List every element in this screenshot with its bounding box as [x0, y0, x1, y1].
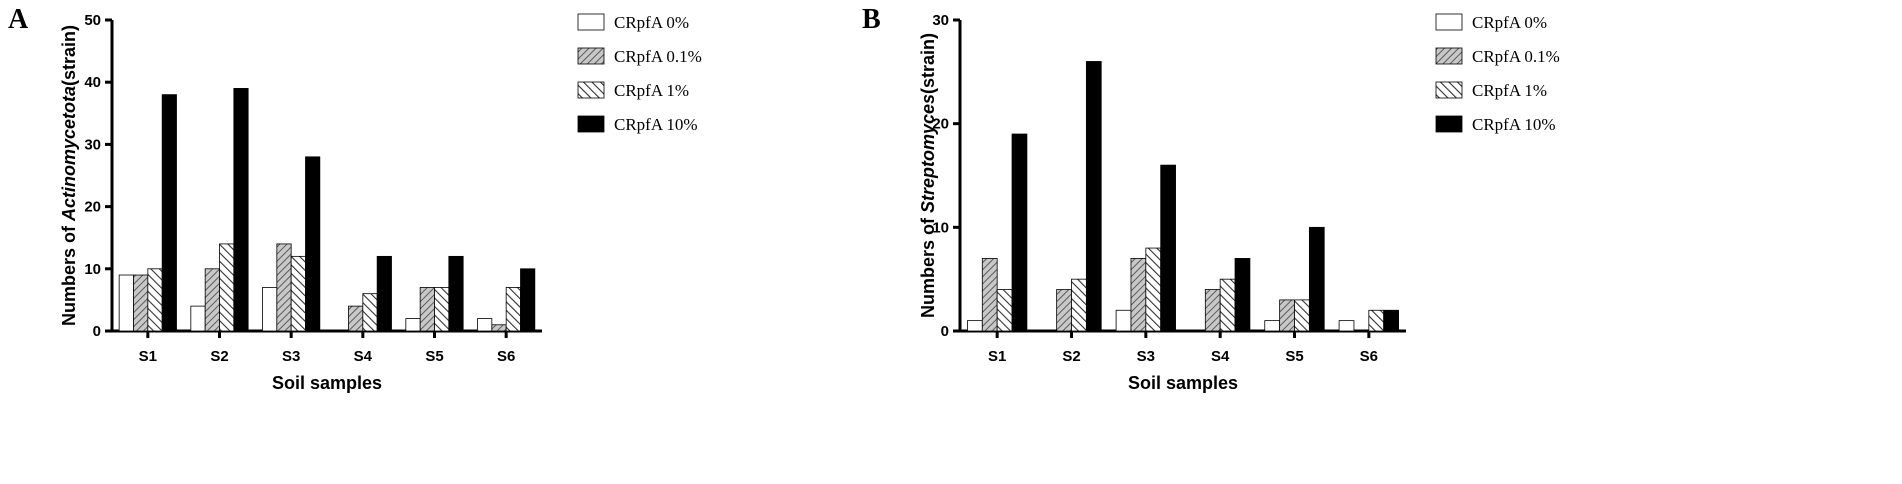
bar-s4-series-3 [1219, 278, 1236, 332]
x-tick-label: S6 [497, 348, 515, 365]
y-tick-label: 0 [941, 323, 949, 340]
y-axis-label-part: Numbers of [59, 221, 79, 326]
x-tick-label: S2 [210, 348, 228, 365]
bar-s3-series-2 [1130, 258, 1147, 332]
bar-s3-series-4 [305, 156, 321, 332]
y-tick-label: 40 [84, 74, 101, 91]
y-axis-label-part: (strain) [918, 33, 938, 94]
bar-s3-series-4 [1160, 164, 1176, 332]
bar-s3-series-1 [1115, 309, 1132, 332]
bar-s4-series-3 [362, 293, 378, 332]
x-tick-label: S6 [1360, 348, 1378, 365]
legend-label-2: CRpfA 0.1% [1472, 47, 1560, 66]
bar-s3-series-3 [1145, 247, 1162, 332]
x-axis-label: Soil samples [1128, 373, 1238, 393]
y-axis-label-part: Actinomycetota [59, 86, 79, 222]
legend-swatch-3 [577, 81, 605, 99]
bar-s2-series-3 [219, 243, 235, 332]
bar-s6-series-4 [1383, 309, 1399, 332]
bar-s4-series-4 [376, 255, 392, 332]
y-axis-label-part: Streptomyces [918, 94, 938, 213]
bar-s5-series-1 [1264, 320, 1281, 332]
bar-s1-series-2 [981, 258, 998, 332]
legend-label-3: CRpfA 1% [614, 81, 689, 100]
y-tick-label: 10 [84, 261, 101, 278]
bar-s1-series-1 [118, 274, 134, 332]
bar-s4-series-4 [1234, 258, 1251, 332]
y-tick-label: 20 [932, 116, 949, 133]
x-tick-label: S2 [1062, 348, 1080, 365]
panel-label: B [862, 4, 881, 35]
bar-s3-series-3 [290, 255, 306, 332]
legend-swatch-3 [1435, 81, 1463, 99]
x-tick-label: S1 [988, 348, 1006, 365]
bar-s5-series-1 [405, 318, 421, 332]
chart-panel-a: A 0 10 20 30 40 50 S1 S2 S3 S4 S5 S6 Soil samples Numb… [8, 4, 702, 393]
bar-s5-series-4 [1308, 226, 1325, 332]
bar-s2-series-3 [1071, 278, 1087, 332]
bar-s1-series-2 [133, 274, 149, 332]
bar-s1-series-3 [996, 289, 1013, 332]
y-axis-label-part: (strain) [59, 25, 79, 86]
y-tick-label: 0 [93, 323, 101, 340]
legend-label-2: CRpfA 0.1% [614, 47, 702, 66]
x-tick-label: S1 [139, 348, 157, 365]
x-tick-label: S5 [425, 348, 443, 365]
x-tick-label: S5 [1285, 348, 1303, 365]
legend-label-1: CRpfA 0% [1472, 13, 1547, 32]
legend-label-3: CRpfA 1% [1472, 81, 1547, 100]
legend-label-1: CRpfA 0% [614, 13, 689, 32]
bar-s6-series-1 [477, 318, 493, 332]
legend-swatch-2 [1435, 47, 1463, 65]
bar-s6-series-1 [1338, 320, 1355, 332]
legend-swatch-1 [1435, 13, 1463, 31]
legend-swatch-1 [577, 13, 605, 31]
bar-s2-series-1 [190, 305, 206, 332]
bar-s2-series-4 [233, 88, 249, 332]
bar-s6-series-2 [491, 324, 507, 332]
bar-s1-series-4 [161, 94, 177, 332]
bar-s3-series-1 [262, 287, 278, 332]
x-axis-label: Soil samples [272, 373, 382, 393]
legend-label-4: CRpfA 10% [1472, 115, 1556, 134]
bar-s1-series-3 [147, 268, 163, 332]
x-tick-label: S3 [1137, 348, 1155, 365]
y-tick-label: 10 [932, 219, 949, 236]
bar-s3-series-2 [276, 243, 292, 332]
bar-s2-series-2 [204, 268, 220, 332]
y-axis-label: Numbers of Streptomyces(strain) [918, 33, 938, 318]
y-tick-label: 20 [84, 199, 101, 216]
legend-label-4: CRpfA 10% [614, 115, 698, 134]
bar-s1-series-1 [967, 320, 983, 332]
y-axis-label: Numbers of Actinomycetota(strain) [59, 25, 79, 326]
x-tick-label: S4 [1211, 348, 1230, 365]
legend-swatch-4 [1435, 115, 1463, 133]
bar-s5-series-2 [419, 287, 435, 332]
bar-s5-series-3 [434, 287, 450, 332]
bar-s4-series-2 [1204, 289, 1221, 332]
x-tick-label: S4 [354, 348, 373, 365]
panel-label: A [8, 4, 29, 35]
bar-s6-series-4 [520, 268, 536, 332]
bar-s2-series-4 [1085, 61, 1102, 332]
bar-s6-series-3 [505, 287, 521, 332]
y-tick-label: 50 [84, 12, 101, 29]
bar-s5-series-2 [1279, 299, 1295, 332]
legend-swatch-4 [577, 115, 605, 133]
y-tick-label: 30 [84, 136, 101, 153]
bar-s5-series-3 [1294, 299, 1310, 332]
chart-panel-b: B 0 10 20 30 S1 S2 S3 S4 S5 S6 Soil samples Numbers … [862, 4, 1560, 393]
bar-s1-series-4 [1011, 133, 1028, 332]
y-tick-label: 30 [932, 12, 949, 29]
x-tick-label: S3 [282, 348, 300, 365]
y-axis-label-part: Numbers of [918, 213, 938, 318]
bar-s4-series-2 [348, 305, 364, 332]
bar-s2-series-2 [1056, 289, 1072, 332]
bar-s5-series-4 [448, 255, 464, 332]
bar-s6-series-3 [1368, 309, 1385, 332]
legend-swatch-2 [577, 47, 605, 65]
